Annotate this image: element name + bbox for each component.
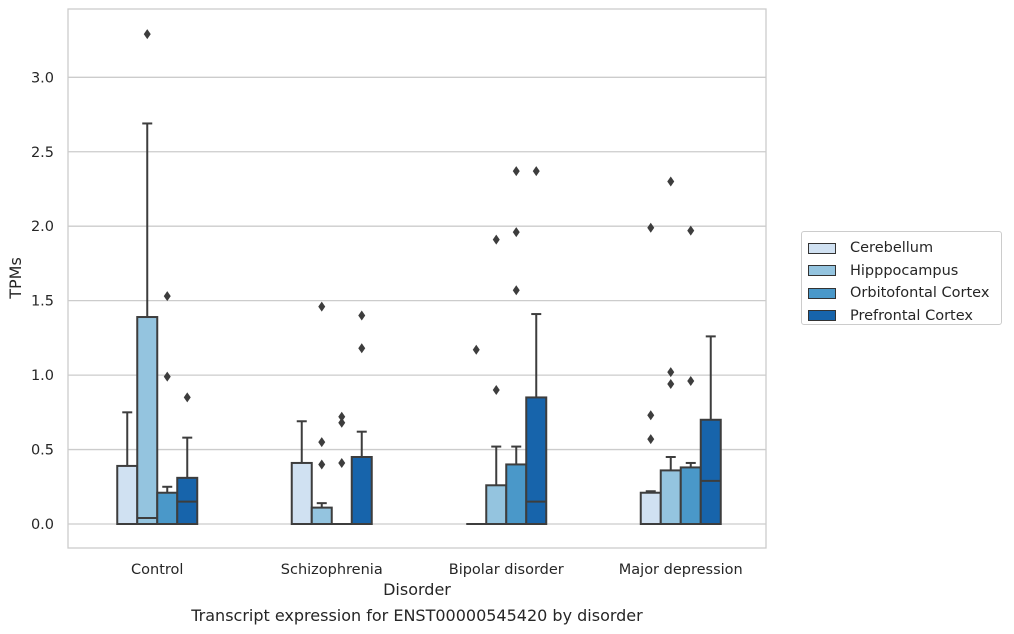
box-body [679,466,702,525]
box-body [699,418,722,525]
legend-label: Orbitofontal Cortex [850,285,990,302]
outlier-point [667,176,675,187]
outlier-point [667,379,675,390]
outlier-point [358,310,366,321]
x-tick-label: Bipolar disorder [449,562,564,578]
legend-swatch [808,265,836,277]
y-tick-label: 1.0 [31,368,54,384]
legend-label: Prefrontal Cortex [850,307,973,324]
outlier-point [647,434,655,445]
outlier-point [163,291,171,302]
outlier-point [358,343,366,354]
legend-label: Hipppocampus [850,262,959,279]
x-axis-label: Disorder [383,580,451,599]
y-axis-label: TPMs [6,257,25,300]
legend-swatch [808,242,836,254]
outlier-point [687,225,695,236]
box-2-1 [485,234,508,526]
outlier-point [163,371,171,382]
outlier-point [532,166,540,177]
outlier-point [183,392,191,403]
outlier-point [318,459,326,470]
box-2-3 [525,166,548,525]
outlier-point [687,376,695,387]
y-tick-label: 2.0 [31,219,54,235]
outlier-point [492,384,500,395]
box-0-3 [176,392,199,526]
legend-item: Cerebellum [808,237,1001,260]
x-tick-label: Control [131,562,183,578]
box-body [116,464,139,525]
outlier-point [512,227,520,238]
x-tick-label: Major depression [619,562,743,578]
y-tick-label: 2.5 [31,145,54,161]
box-body [639,491,662,525]
y-tick-label: 1.5 [31,294,54,310]
box-1-0 [290,420,313,525]
box-body [659,469,682,525]
box-body [156,491,179,525]
grid-lines [68,76,766,525]
outlier-point [338,417,346,428]
box-1-2 [331,411,352,525]
outlier-point [492,234,500,245]
box-0-0 [116,411,139,525]
outlier-point [338,457,346,468]
box-0-1 [136,29,159,525]
box-3-2 [679,225,702,525]
box-body [310,506,333,526]
box-3-0 [639,222,662,525]
outlier-point [318,437,326,448]
plot-frame [67,8,767,549]
legend-item: Hipppocampus [808,260,1001,283]
outlier-point [143,29,151,40]
y-tick-label: 3.0 [31,70,54,86]
box-3-1 [659,176,682,525]
legend-swatch [808,310,836,322]
box-2-0 [466,344,487,525]
outlier-point [512,166,520,177]
x-tick-labels: Control Schizophrenia Bipolar disorder Majo… [131,562,743,578]
boxes [116,29,722,526]
outlier-point [667,367,675,378]
outlier-point [472,344,480,355]
legend: Cerebellum Hipppocampus Orbitofontal Corte… [801,231,1002,325]
outlier-point [512,285,520,296]
box-body [136,316,159,525]
y-tick-label: 0.0 [31,517,54,533]
legend-item: Prefrontal Cortex [808,305,1001,328]
box-2-2 [505,166,528,526]
outlier-point [647,410,655,421]
box-1-1 [310,301,333,526]
y-tick-label: 0.5 [31,443,54,459]
legend-item: Orbitofontal Cortex [808,282,1001,305]
y-tick-labels: 0.0 0.5 1.0 1.5 2.0 2.5 3.0 [31,70,54,533]
box-0-2 [156,291,179,525]
box-body [290,461,313,525]
box-1-3 [350,310,373,525]
legend-label: Cerebellum [850,240,934,257]
box-body [485,484,508,526]
outlier-point [338,411,346,422]
x-tick-label: Schizophrenia [281,562,383,578]
box-body [525,396,548,525]
outlier-point [318,301,326,312]
box-body [505,463,528,526]
legend-swatch [808,287,836,299]
box-body [350,455,373,525]
box-3-3 [699,335,722,525]
chart-caption: Transcript expression for ENST0000054542… [191,606,643,625]
outlier-point [647,222,655,233]
